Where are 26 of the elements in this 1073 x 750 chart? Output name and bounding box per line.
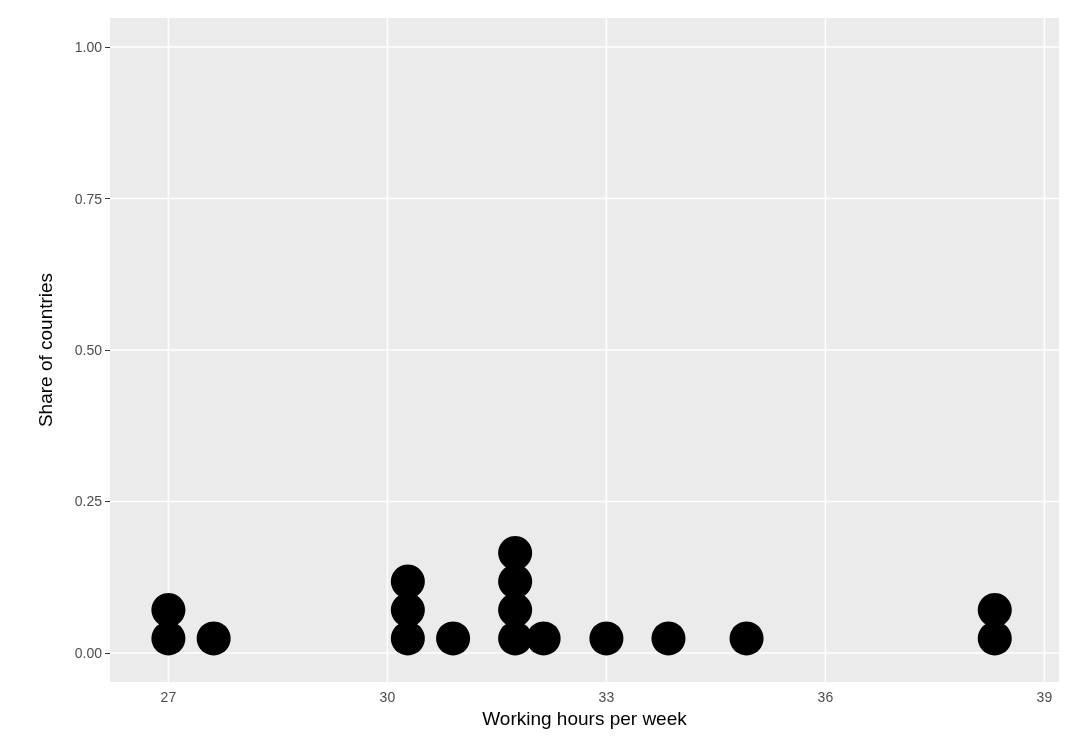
point [498,564,533,599]
x-axis-title: Working hours per week [482,707,688,729]
point [651,621,686,656]
point [151,621,186,656]
point [390,564,425,599]
y-tick-label: 0.00 [74,644,103,661]
point [390,621,425,656]
point [436,621,471,656]
point [729,621,764,656]
point [151,592,186,627]
x-tick-label: 27 [160,689,177,705]
x-tick-label: 33 [598,689,615,705]
y-axis-title: Share of countries [35,272,56,428]
y-tick-label: 0.25 [74,493,103,510]
point [977,592,1012,627]
x-tick-label: 36 [817,689,834,705]
point [589,621,624,656]
x-tick-label: 39 [1036,689,1053,705]
x-tick-label: 30 [379,689,396,705]
y-tick-label: 0.50 [74,342,103,358]
point [498,535,533,570]
point [977,621,1012,656]
point [526,621,561,656]
point [196,621,231,656]
y-tick-label: 1.00 [74,39,103,56]
y-tick-label: 0.75 [74,190,103,207]
